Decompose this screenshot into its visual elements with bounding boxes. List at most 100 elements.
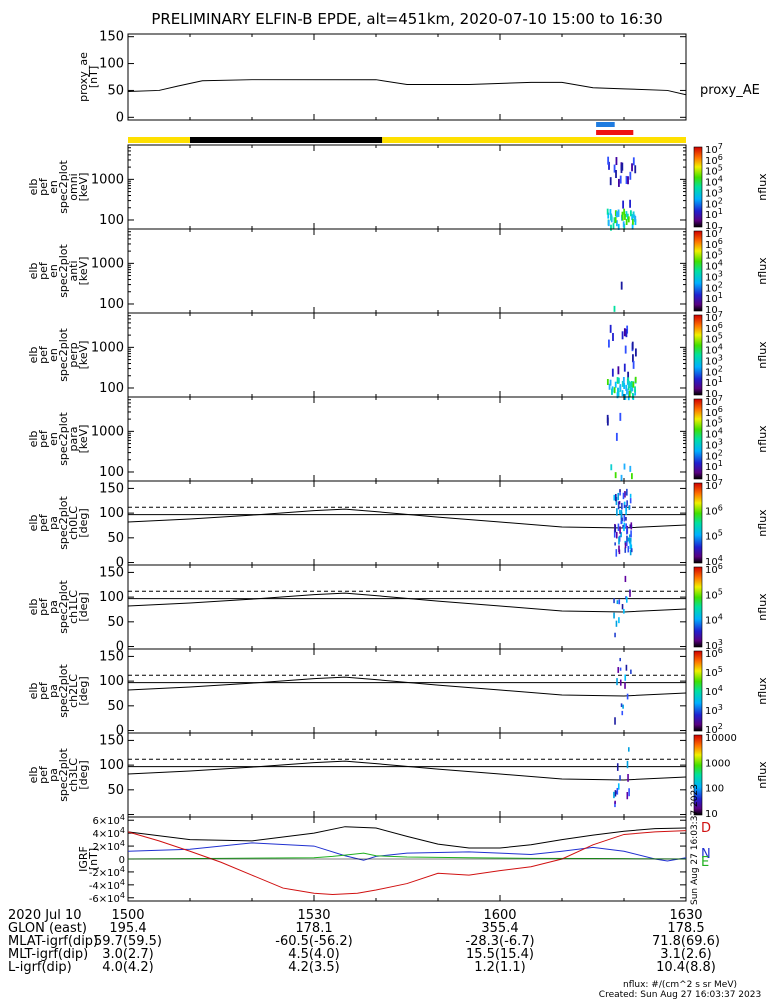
flux-pixel (619, 657, 621, 662)
colorbar-tick-label: 103 (705, 703, 723, 717)
y-tick-label: 50 (107, 615, 124, 630)
y-axis-label: spec2plot (57, 412, 70, 466)
y-axis-label: pef (37, 261, 50, 280)
y-axis-label: elb (27, 431, 40, 448)
y-axis-label: elb (27, 599, 40, 616)
plot-frame (127, 33, 687, 121)
panel-spec_omni: 1001000elbpefenspec2plotomni[keV]1010110… (27, 142, 769, 232)
y-tick-label: 150 (99, 481, 124, 496)
flux-pixel (630, 548, 633, 553)
colorbar-tick-label: 101 (705, 459, 723, 473)
y-tick-label: 50 (107, 783, 124, 798)
flux-pixel (616, 787, 619, 795)
flux-pixel (615, 157, 618, 166)
colorbar-tick-label: 104 (705, 684, 723, 698)
y-axis-label: [keV] (77, 173, 90, 202)
colorbar-tick-label: 106 (705, 562, 723, 576)
colorbar-tick-label: 107 (705, 142, 723, 156)
colorbar-tick-label: 10 (705, 221, 718, 232)
flux-pixel (630, 380, 633, 387)
flux-pixel (609, 177, 612, 186)
flux-pixel (617, 391, 620, 398)
l-value: 1.2(1.1) (474, 960, 526, 975)
flux-pixel (631, 214, 634, 221)
y-axis-label: spec2plot (57, 748, 70, 802)
y-axis-label: elb (27, 347, 40, 364)
flux-pixel (626, 792, 629, 800)
flux-pixel (634, 219, 637, 226)
flux-pixel (621, 604, 624, 610)
flux-pixel (615, 170, 617, 179)
x-tick-label: 1600 (483, 908, 516, 923)
flux-pixel (628, 380, 630, 387)
flux-pixel (622, 704, 624, 709)
y-tick-label: 100 (99, 758, 124, 773)
mlt-value: 3.1(2.6) (660, 947, 712, 962)
flux-pixel (626, 760, 629, 769)
y-axis-label: ch2LC (67, 674, 80, 708)
flux-pixel (628, 505, 631, 510)
flux-pixel (623, 328, 626, 337)
y-tick-label: 150 (99, 649, 124, 664)
y-axis-label: [keV] (77, 257, 90, 286)
flux-pixel (629, 549, 632, 556)
mlt-value: 3.0(2.7) (102, 947, 154, 962)
legend-entry: D (701, 821, 711, 836)
colorbar-tick-label: 104 (705, 427, 723, 441)
colorbar-tick-label: 103 (705, 269, 723, 283)
colorbar (693, 734, 703, 816)
series-D (127, 826, 687, 849)
colorbar-tick-label: 104 (705, 175, 723, 189)
colorbar-label: nflux (756, 593, 769, 621)
flux-pixel (617, 783, 620, 790)
y-tick-label: 6×104 (92, 813, 125, 827)
y-axis-label: perp (67, 342, 80, 367)
y-axis-label: pef (37, 597, 50, 616)
flux-pixel (625, 507, 627, 515)
flux-pixel (627, 216, 630, 223)
flux-pixel (632, 218, 634, 225)
series-E (127, 852, 687, 860)
flux-pixel (607, 212, 610, 219)
colorbar-label: nflux (756, 509, 769, 537)
flux-pixel (621, 517, 623, 522)
flux-pixel (625, 211, 628, 218)
flux-pixel (629, 498, 632, 504)
mlat-value: 59.7(59.5) (94, 934, 162, 949)
y-axis-label: pef (37, 345, 50, 364)
y-axis-label: elb (27, 263, 40, 280)
colorbar-tick-label: 107 (705, 310, 723, 324)
trace-curve (127, 592, 687, 613)
x-tick-labels: 1500 1530 1600 1630 (111, 908, 702, 923)
colorbar-tick-label: 101 (705, 291, 723, 305)
flux-pixel (627, 377, 630, 384)
y-tick-label: 0 (116, 556, 124, 571)
flux-pixel (621, 390, 624, 397)
flux-pixel (608, 161, 610, 170)
flux-pixel (626, 541, 628, 546)
flux-pixel (617, 223, 620, 230)
flux-pixel (623, 463, 626, 470)
flux-pixel (621, 380, 624, 387)
flux-pixel (614, 542, 616, 546)
y-axis-label: pef (37, 765, 50, 784)
colorbar-tick-label: 102 (705, 280, 723, 294)
mlat-value: 71.8(69.6) (652, 934, 720, 949)
plot-frame (127, 480, 687, 566)
colorbar-tick-label: 104 (705, 613, 723, 627)
flux-pixel (622, 377, 625, 384)
mlt-value: 4.5(4.0) (288, 947, 340, 962)
flux-pixel (620, 474, 623, 481)
flux-pixel (629, 543, 632, 550)
colorbar-tick-label: 10 (705, 305, 718, 316)
series-R (127, 830, 687, 896)
flux-pixel (614, 524, 617, 533)
panel-spec_para: 1001000elbpefenspec2plotpara[keV]1010110… (27, 394, 769, 484)
y-tick-label: 150 (99, 733, 124, 748)
flux-pixel (626, 693, 629, 700)
colorbar-tick-label: 105 (705, 332, 723, 346)
flux-pixel (613, 164, 616, 173)
